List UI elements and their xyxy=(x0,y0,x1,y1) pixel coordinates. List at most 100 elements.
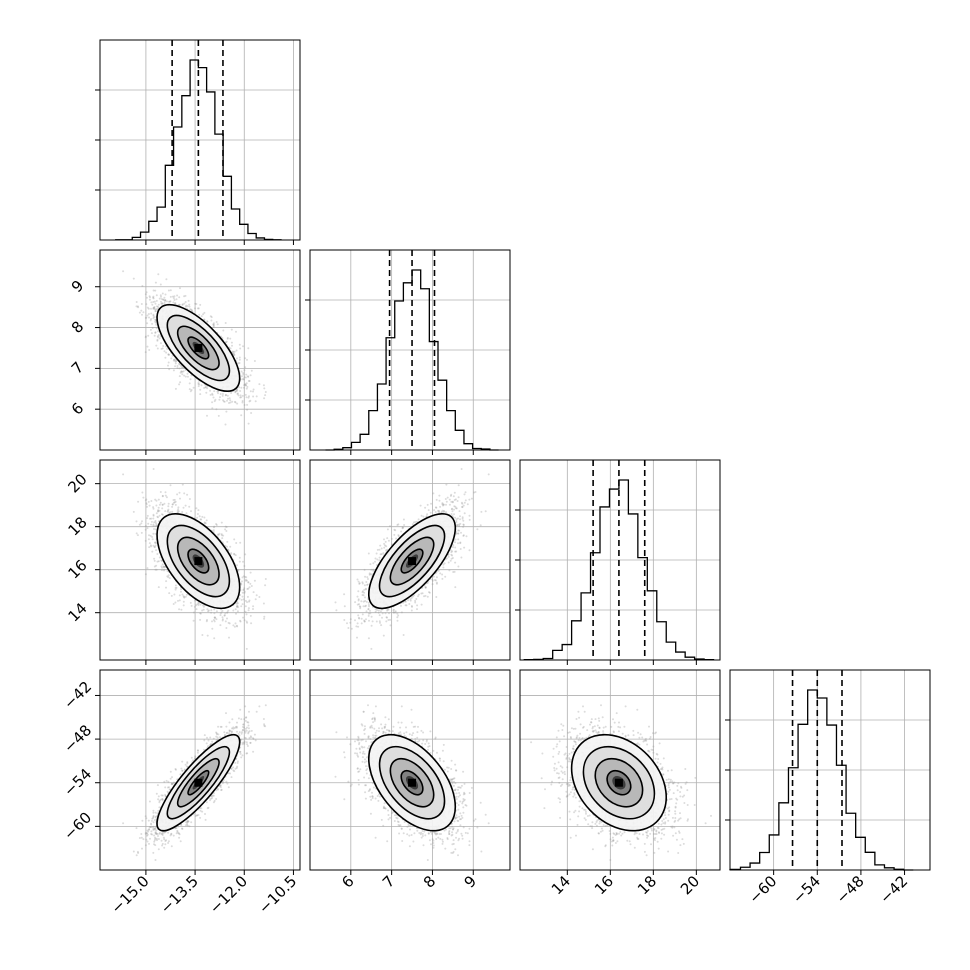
scatter-point xyxy=(179,497,181,500)
scatter-point xyxy=(184,294,187,297)
scatter-point xyxy=(193,605,196,608)
scatter-point xyxy=(144,336,147,339)
scatter-point xyxy=(155,299,158,302)
scatter-point xyxy=(173,501,176,504)
scatter-point xyxy=(161,495,164,498)
scatter-point xyxy=(169,295,172,298)
scatter-point xyxy=(135,520,138,523)
scatter-point xyxy=(182,370,185,373)
scatter-point xyxy=(157,334,160,336)
scatter-point xyxy=(197,509,200,512)
scatter-point xyxy=(164,299,167,301)
scatter-point xyxy=(151,303,154,306)
scatter-point xyxy=(246,385,249,388)
scatter-point xyxy=(212,396,215,399)
scatter-point xyxy=(162,298,165,301)
scatter-point xyxy=(213,525,216,528)
scatter-point xyxy=(153,308,156,311)
scatter-point xyxy=(239,394,242,397)
scatter-point xyxy=(247,422,250,425)
scatter-point xyxy=(165,278,168,281)
scatter-point xyxy=(244,357,247,360)
scatter-point xyxy=(262,384,265,387)
scatter-point xyxy=(264,584,267,587)
scatter-point xyxy=(152,506,155,509)
scatter-point xyxy=(155,542,158,545)
scatter-point xyxy=(175,359,177,362)
scatter-point xyxy=(263,397,266,400)
scatter-point xyxy=(212,619,215,621)
scatter-point xyxy=(160,302,163,305)
scatter-point xyxy=(240,605,243,608)
scatter-point xyxy=(215,524,218,526)
scatter-point xyxy=(190,389,193,391)
scatter-point xyxy=(164,356,167,359)
scatter-point xyxy=(248,600,250,603)
scatter-point xyxy=(158,337,161,340)
scatter-point xyxy=(171,354,174,357)
scatter-point xyxy=(203,521,206,524)
scatter-point xyxy=(167,353,170,356)
scatter-point xyxy=(141,313,143,316)
scatter-point xyxy=(140,303,143,305)
scatter-point xyxy=(158,509,161,512)
scatter-point xyxy=(254,400,257,403)
scatter-point xyxy=(247,609,250,612)
scatter-point xyxy=(213,616,216,619)
scatter-point xyxy=(185,512,188,515)
scatter-point xyxy=(201,634,204,636)
scatter-point xyxy=(162,298,165,301)
scatter-point xyxy=(165,496,168,499)
scatter-point xyxy=(145,303,148,306)
scatter-point xyxy=(156,308,159,310)
scatter-point xyxy=(145,291,148,294)
scatter-point xyxy=(250,369,253,372)
scatter-point xyxy=(144,335,147,338)
scatter-point xyxy=(161,563,164,566)
panel-frame xyxy=(99,39,301,241)
scatter-point xyxy=(199,303,202,306)
scatter-point xyxy=(161,507,164,510)
scatter-point xyxy=(221,394,224,397)
scatter-point xyxy=(263,617,266,620)
scatter-point xyxy=(161,302,164,305)
scatter-point xyxy=(235,349,238,352)
scatter-point xyxy=(154,521,157,524)
scatter-point xyxy=(224,394,227,397)
scatter-point xyxy=(157,509,160,512)
scatter-point xyxy=(253,579,256,582)
scatter-point xyxy=(149,296,151,299)
scatter-point xyxy=(226,336,229,339)
scatter-point xyxy=(219,624,222,627)
scatter-point xyxy=(210,609,213,612)
scatter-point xyxy=(152,306,155,309)
scatter-point xyxy=(246,375,249,378)
panel-frame xyxy=(309,249,511,451)
scatter-point xyxy=(188,303,191,306)
scatter-point xyxy=(166,570,169,573)
scatter-point xyxy=(240,386,243,389)
scatter-point xyxy=(224,322,227,324)
panel-frame xyxy=(729,669,931,871)
scatter-point xyxy=(146,527,149,530)
scatter-point xyxy=(160,559,163,562)
scatter-point xyxy=(211,393,214,396)
scatter-point xyxy=(236,402,239,405)
scatter-point xyxy=(155,564,158,567)
scatter-point xyxy=(188,388,191,391)
scatter-point xyxy=(154,318,157,321)
scatter-point xyxy=(178,303,181,306)
scatter-point xyxy=(244,376,247,379)
scatter-point xyxy=(226,611,229,614)
scatter-point xyxy=(132,277,135,280)
scatter-point xyxy=(161,566,164,569)
scatter-point xyxy=(179,381,182,384)
scatter-point xyxy=(220,521,223,524)
scatter-point xyxy=(212,324,215,327)
scatter-point xyxy=(242,373,245,376)
scatter-point xyxy=(236,393,239,395)
scatter-point xyxy=(238,556,241,559)
scatter-point xyxy=(178,362,181,365)
scatter-point xyxy=(228,622,231,625)
scatter-point xyxy=(150,301,153,304)
